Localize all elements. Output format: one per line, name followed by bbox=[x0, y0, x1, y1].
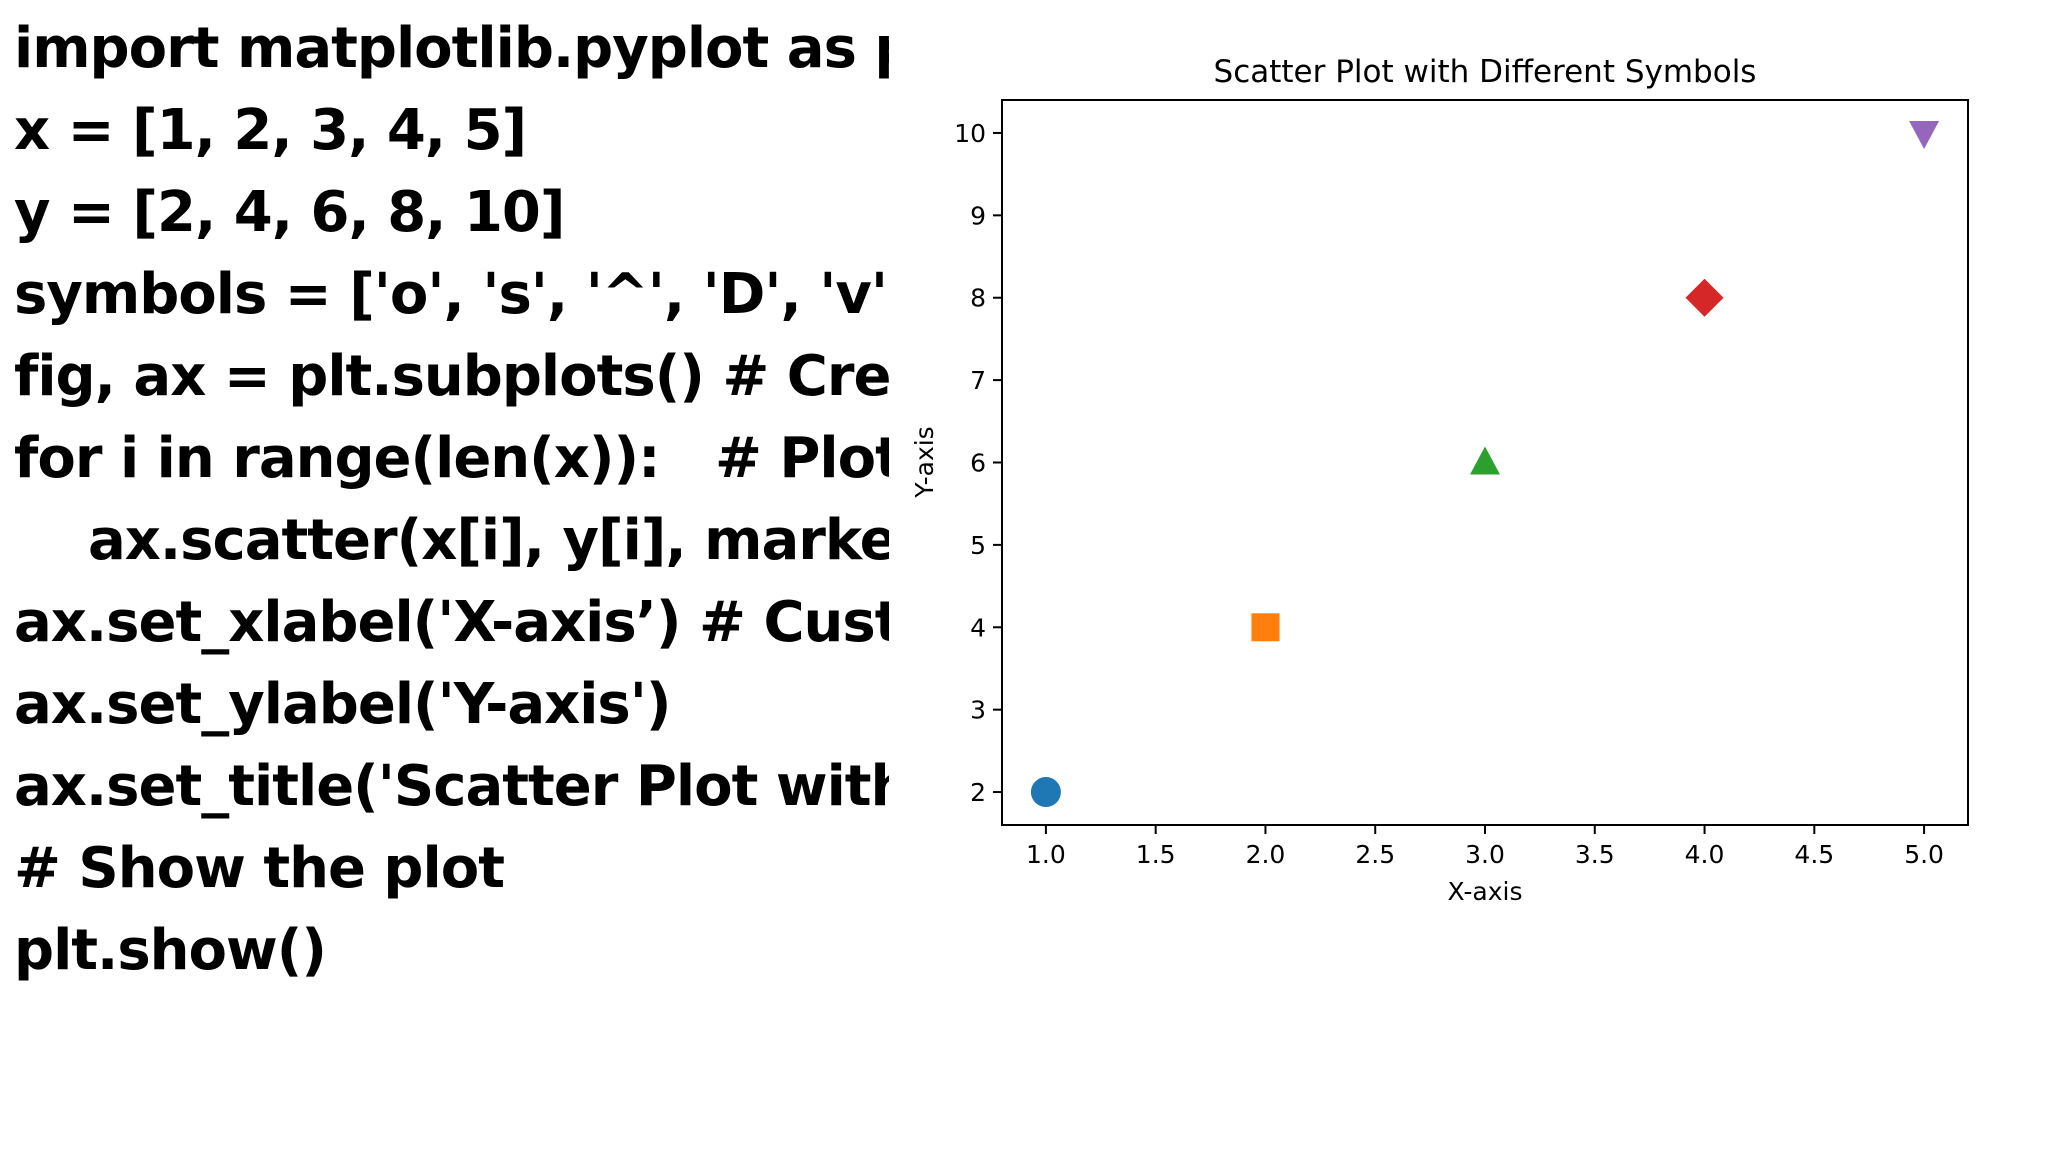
y-tick-label: 3 bbox=[970, 696, 986, 725]
code-line: y = [2, 4, 6, 8, 10] bbox=[14, 180, 565, 245]
x-tick-label: 3.5 bbox=[1575, 840, 1615, 869]
code-line: ax.set_xlabel('X-axis’) # Custon bbox=[14, 590, 889, 655]
x-tick-label: 2.5 bbox=[1355, 840, 1395, 869]
scatter-chart: Scatter Plot with Different Symbols 1.0 1… bbox=[910, 54, 1969, 906]
chart-title: Scatter Plot with Different Symbols bbox=[1214, 54, 1757, 90]
code-panel: import matplotlib.pyplot as plt x = [1, 2… bbox=[14, 8, 889, 1008]
x-tick-label: 5.0 bbox=[1904, 840, 1944, 869]
code-line: ax.set_title('Scatter Plot with D bbox=[14, 754, 889, 819]
y-tick-label: 7 bbox=[970, 366, 986, 395]
y-tick-label: 4 bbox=[970, 613, 986, 642]
x-tick-label: 2.0 bbox=[1246, 840, 1286, 869]
code-line: plt.show() bbox=[14, 918, 327, 983]
data-point-circle bbox=[1030, 777, 1061, 808]
data-point-square bbox=[1251, 613, 1280, 642]
x-tick-label: 4.5 bbox=[1794, 840, 1834, 869]
x-tick-label: 1.5 bbox=[1136, 840, 1176, 869]
y-tick-label: 5 bbox=[970, 531, 986, 560]
code-line: ax.set_ylabel('Y-axis') bbox=[14, 672, 671, 737]
x-axis-label: X-axis bbox=[1448, 877, 1523, 906]
code-line: # Show the plot bbox=[14, 836, 505, 901]
data-point-diamond bbox=[1685, 278, 1724, 317]
code-line: import matplotlib.pyplot as plt bbox=[14, 16, 889, 81]
y-tick-label: 10 bbox=[954, 119, 986, 148]
code-line: fig, ax = plt.subplots() # Create bbox=[14, 344, 889, 409]
code-line: x = [1, 2, 3, 4, 5] bbox=[14, 98, 527, 163]
x-tick-label: 1.0 bbox=[1026, 840, 1066, 869]
data-point-triangle-up bbox=[1470, 446, 1500, 475]
x-tick-label: 3.0 bbox=[1465, 840, 1505, 869]
data-point-triangle-down bbox=[1909, 120, 1940, 149]
y-tick-label: 2 bbox=[970, 778, 986, 807]
y-tick-label: 9 bbox=[970, 201, 986, 230]
y-tick-label: 8 bbox=[970, 284, 986, 313]
y-tick-label: 6 bbox=[970, 449, 986, 478]
y-axis-label: Y-axis bbox=[910, 426, 939, 498]
chart-marks: 1.0 1.5 2.0 2.5 3.0 3.5 4.0 4.5 5.0 2 3 4 5 6 7 8 9 10 bbox=[954, 119, 1944, 869]
code-line: for i in range(len(x)): # Plot th bbox=[14, 426, 889, 491]
code-line: symbols = ['o', 's', '^', 'D', 'v'] bbox=[14, 262, 889, 327]
x-tick-label: 4.0 bbox=[1685, 840, 1725, 869]
code-line: ax.scatter(x[i], y[i], marker=s bbox=[87, 508, 889, 573]
